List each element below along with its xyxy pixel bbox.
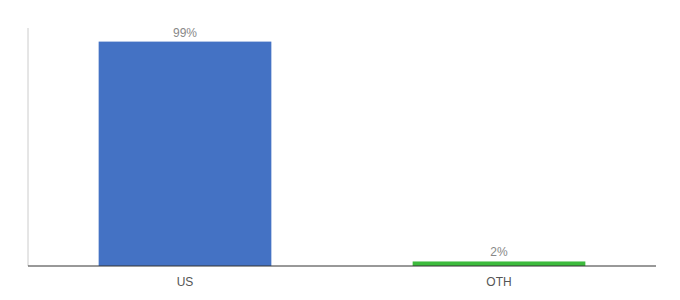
- x-axis-line: [28, 266, 656, 267]
- data-label: 2%: [490, 245, 508, 259]
- y-axis-line: [28, 28, 29, 266]
- bar: [99, 42, 272, 266]
- bars: [99, 42, 586, 266]
- x-tick-label: OTH: [486, 275, 511, 289]
- chart-svg: 99% 2% US OTH: [0, 0, 680, 300]
- x-tick-label: US: [177, 275, 194, 289]
- bar: [413, 261, 586, 266]
- data-label: 99%: [173, 26, 197, 40]
- chart-container: 99% 2% US OTH: [0, 0, 680, 300]
